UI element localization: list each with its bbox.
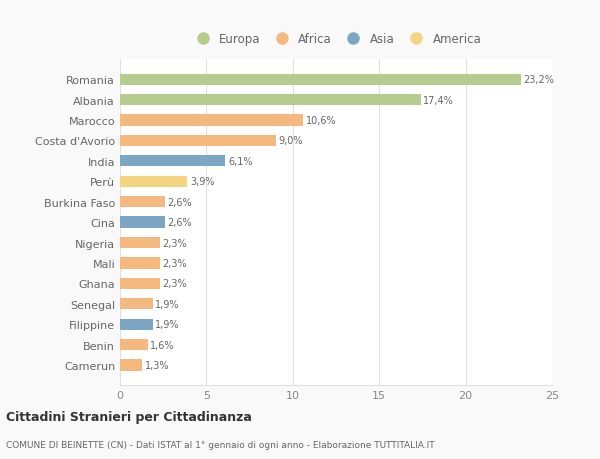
- Text: 1,6%: 1,6%: [150, 340, 175, 350]
- Bar: [120, 74, 521, 86]
- Text: 1,9%: 1,9%: [155, 319, 180, 330]
- Bar: [120, 156, 226, 167]
- Bar: [120, 135, 275, 147]
- Text: 2,6%: 2,6%: [167, 218, 192, 228]
- Text: 2,3%: 2,3%: [163, 238, 187, 248]
- Text: 2,3%: 2,3%: [163, 279, 187, 289]
- Bar: [120, 359, 142, 371]
- Text: 2,6%: 2,6%: [167, 197, 192, 207]
- Text: 6,1%: 6,1%: [228, 157, 253, 167]
- Text: 2,3%: 2,3%: [163, 258, 187, 269]
- Text: Cittadini Stranieri per Cittadinanza: Cittadini Stranieri per Cittadinanza: [6, 410, 252, 423]
- Bar: [120, 217, 165, 228]
- Bar: [120, 176, 187, 187]
- Text: 1,9%: 1,9%: [155, 299, 180, 309]
- Legend: Europa, Africa, Asia, America: Europa, Africa, Asia, America: [187, 30, 485, 50]
- Bar: [120, 278, 160, 289]
- Text: 23,2%: 23,2%: [523, 75, 554, 85]
- Bar: [120, 95, 421, 106]
- Text: 3,9%: 3,9%: [190, 177, 214, 187]
- Bar: [120, 298, 153, 310]
- Bar: [120, 196, 165, 208]
- Text: 1,3%: 1,3%: [145, 360, 170, 370]
- Bar: [120, 237, 160, 249]
- Text: 9,0%: 9,0%: [278, 136, 302, 146]
- Bar: [120, 258, 160, 269]
- Bar: [120, 319, 153, 330]
- Bar: [120, 115, 303, 126]
- Text: COMUNE DI BEINETTE (CN) - Dati ISTAT al 1° gennaio di ogni anno - Elaborazione T: COMUNE DI BEINETTE (CN) - Dati ISTAT al …: [6, 441, 434, 449]
- Bar: [120, 339, 148, 350]
- Text: 17,4%: 17,4%: [423, 95, 454, 106]
- Text: 10,6%: 10,6%: [306, 116, 337, 126]
